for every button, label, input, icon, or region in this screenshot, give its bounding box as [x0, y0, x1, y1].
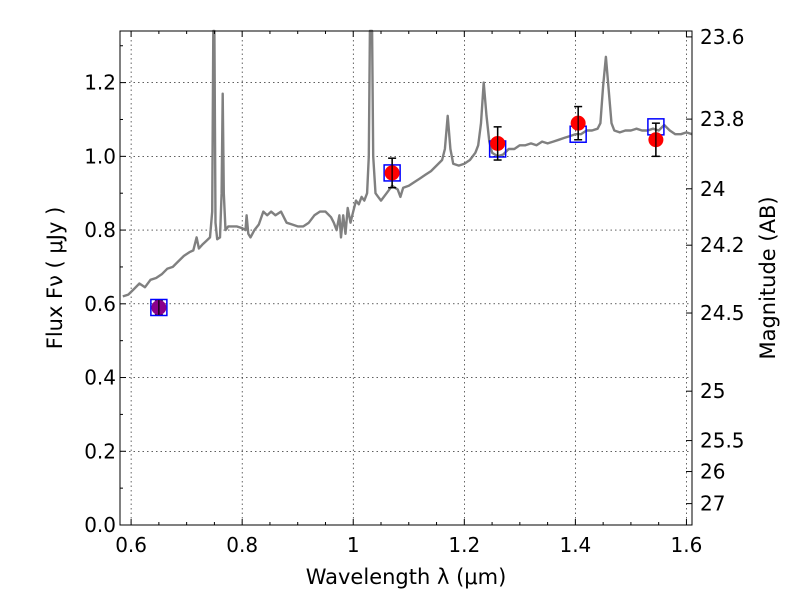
right-axis-label: Magnitude (AB)	[756, 196, 780, 359]
y-tick-label: 0.4	[84, 366, 116, 390]
ticks: 0.6 0.8 1 1.2 1.4 1.6 0.0 0.2 0.4 0.6 0.8 1.0 1.2 23.…	[84, 25, 744, 557]
x-tick-label: 1.6	[671, 533, 703, 557]
right-tick-label: 24.2	[700, 233, 745, 257]
right-tick-label: 23.6	[700, 25, 745, 49]
y-tick-label: 0.6	[84, 292, 116, 316]
x-tick-label: 1.4	[559, 533, 591, 557]
y-tick-label: 1.2	[84, 71, 116, 95]
right-tick-label: 25	[700, 379, 725, 403]
model-photometry-square	[150, 298, 168, 317]
x-tick-label: 0.8	[226, 533, 258, 557]
photometry-layer	[150, 105, 665, 317]
x-tick-label: 1	[347, 533, 360, 557]
grid	[120, 31, 692, 526]
y-tick-label: 0.2	[84, 439, 116, 463]
right-tick-label: 23.8	[700, 107, 745, 131]
x-tick-label: 1.2	[448, 533, 480, 557]
right-tick-label: 24.5	[700, 301, 745, 325]
y-tick-label: 1.0	[84, 144, 116, 168]
right-tick-label: 26	[700, 460, 725, 484]
right-tick-label: 24	[700, 177, 725, 201]
spectrum-line	[122, 29, 693, 298]
y-tick-label: 0.8	[84, 218, 116, 242]
right-tick-label: 27	[700, 492, 725, 516]
y-axis-label: Flux Fν ( μJy )	[43, 207, 67, 350]
y-tick-label: 0.0	[84, 513, 116, 537]
x-axis-label: Wavelength λ (μm)	[306, 565, 507, 589]
right-tick-label: 25.5	[700, 429, 745, 453]
spectrum-layer	[122, 29, 693, 298]
plot-frame	[119, 30, 693, 526]
x-tick-label: 0.6	[115, 533, 147, 557]
